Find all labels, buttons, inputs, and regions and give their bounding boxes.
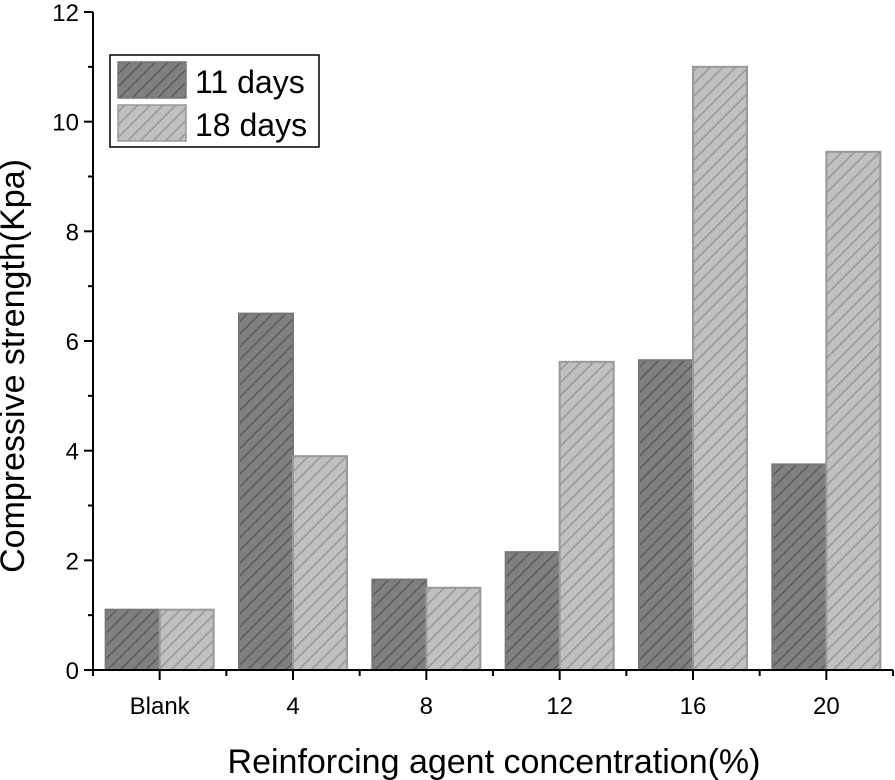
- bar-18-days-12: [558, 360, 615, 671]
- bar-18-days-4: [292, 455, 348, 671]
- x-tick-label-4: 4: [286, 693, 299, 720]
- bar-11-days-12: [504, 551, 561, 672]
- bar-11-days-20: [771, 463, 828, 671]
- legend-swatch-11-days: [117, 61, 187, 99]
- bar-11-days-blank: [104, 608, 161, 672]
- y-tick-label-6: 6: [66, 329, 79, 356]
- legend-swatch-18-days: [117, 104, 187, 142]
- y-tick-label-4: 4: [66, 439, 79, 466]
- legend-label-11-days: 11 days: [195, 64, 305, 100]
- bar-18-days-20: [825, 150, 882, 671]
- x-tick-label-20: 20: [813, 693, 840, 720]
- y-tick-label-0: 0: [66, 658, 79, 685]
- bar-18-days-16: [692, 65, 748, 672]
- legend: 11 days 18 days: [109, 54, 320, 148]
- x-tick-label-blank: Blank: [130, 693, 191, 720]
- x-tick-label-16: 16: [680, 693, 707, 720]
- y-tick-label-8: 8: [66, 219, 79, 246]
- x-tick-label-12: 12: [546, 693, 573, 720]
- y-tick-label-10: 10: [52, 110, 79, 137]
- y-tick-label-12: 12: [52, 0, 79, 27]
- ticks-group: 0 2 4 6 8 10 12 Blank 4 8 12 16 20: [52, 0, 894, 720]
- x-axis-label: Reinforcing agent concentration(%): [228, 743, 761, 780]
- bar-18-days-8: [425, 586, 482, 671]
- bar-18-days-blank: [158, 608, 215, 672]
- bar-11-days-16: [638, 359, 694, 671]
- y-axis-label: Compressive strength(Kpa): [0, 159, 32, 573]
- x-tick-label-8: 8: [420, 693, 433, 720]
- y-tick-label-2: 2: [66, 548, 79, 575]
- bar-11-days-8: [371, 578, 428, 672]
- bar-11-days-4: [238, 312, 294, 671]
- bars-group: [104, 65, 882, 672]
- legend-label-18-days: 18 days: [195, 107, 307, 143]
